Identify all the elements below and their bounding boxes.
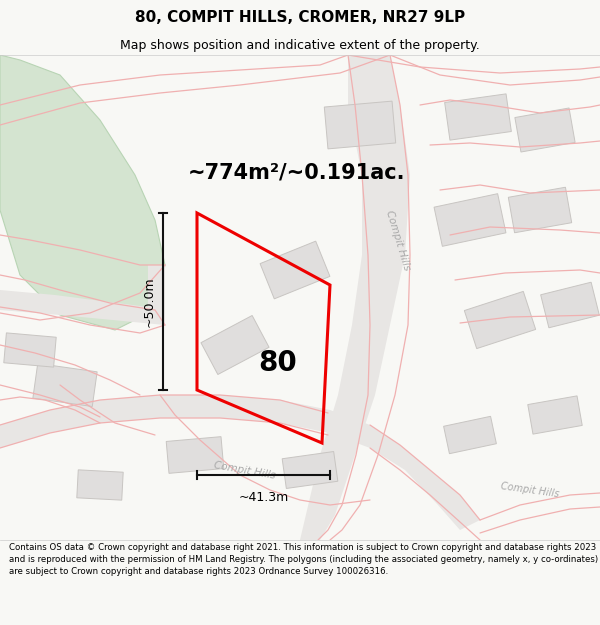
Text: ~774m²/~0.191ac.: ~774m²/~0.191ac. [188, 163, 406, 183]
Text: Compit Hills: Compit Hills [384, 209, 412, 271]
Polygon shape [0, 55, 165, 330]
Bar [77, 470, 123, 500]
Text: Map shows position and indicative extent of the property.: Map shows position and indicative extent… [120, 39, 480, 51]
Bar [201, 316, 269, 374]
Text: Compit Hills: Compit Hills [500, 481, 560, 499]
Text: Compit Hills: Compit Hills [214, 459, 277, 481]
Bar [515, 108, 575, 152]
Bar [4, 333, 56, 367]
Text: 80: 80 [259, 349, 298, 377]
Bar [443, 416, 496, 454]
Bar [541, 282, 599, 328]
Bar [33, 364, 97, 406]
Polygon shape [300, 55, 410, 540]
Text: ~50.0m: ~50.0m [143, 276, 155, 327]
Bar [166, 437, 224, 473]
Bar [324, 101, 396, 149]
Bar [528, 396, 582, 434]
Bar [445, 94, 511, 140]
Bar [464, 291, 536, 349]
Text: Contains OS data © Crown copyright and database right 2021. This information is : Contains OS data © Crown copyright and d… [9, 542, 598, 576]
Bar [282, 451, 338, 489]
Bar [434, 194, 506, 246]
Polygon shape [0, 265, 165, 325]
Bar [508, 188, 572, 232]
Text: ~41.3m: ~41.3m [238, 491, 289, 504]
Polygon shape [0, 395, 480, 530]
Bar [260, 241, 330, 299]
Text: 80, COMPIT HILLS, CROMER, NR27 9LP: 80, COMPIT HILLS, CROMER, NR27 9LP [135, 10, 465, 25]
